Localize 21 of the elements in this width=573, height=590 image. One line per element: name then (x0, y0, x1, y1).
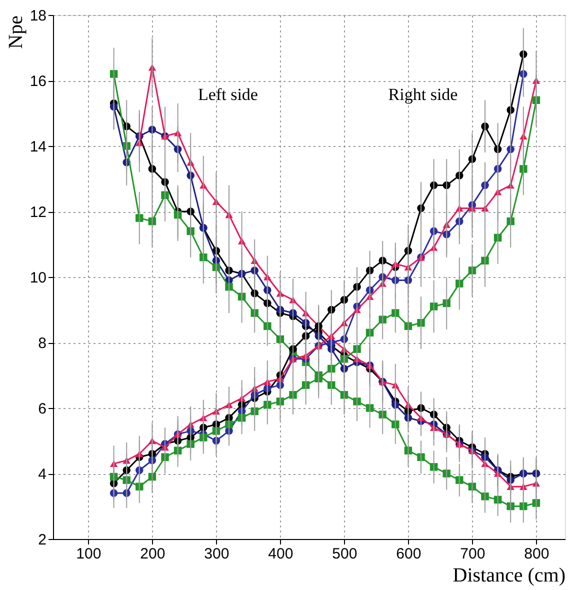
y-tick-label: 12 (30, 204, 46, 221)
y-tick-label: 2 (38, 532, 46, 548)
x-axis-title: Distance (cm) (452, 564, 566, 586)
annotation: Right side (388, 85, 458, 104)
annotation: Left side (198, 85, 258, 104)
x-tick-label: 700 (460, 546, 486, 562)
x-tick-label: 200 (140, 546, 166, 562)
y-tick-label: 8 (38, 335, 46, 352)
x-tick-label: 400 (268, 546, 294, 562)
y-axis-title: Npe (4, 15, 27, 49)
y-tick-label: 18 (30, 8, 46, 24)
x-tick-label: 100 (76, 546, 102, 562)
x-tick-label: 800 (524, 546, 550, 562)
y-tick-label: 14 (30, 138, 46, 156)
y-tick-label: 4 (38, 466, 46, 483)
y-tick-label: 6 (38, 400, 46, 418)
x-tick-label: 600 (396, 546, 422, 562)
y-tick-label: 10 (30, 270, 46, 286)
x-tick-label: 300 (204, 546, 230, 562)
y-tick-label: 16 (30, 73, 46, 90)
x-tick-label: 500 (332, 546, 358, 562)
